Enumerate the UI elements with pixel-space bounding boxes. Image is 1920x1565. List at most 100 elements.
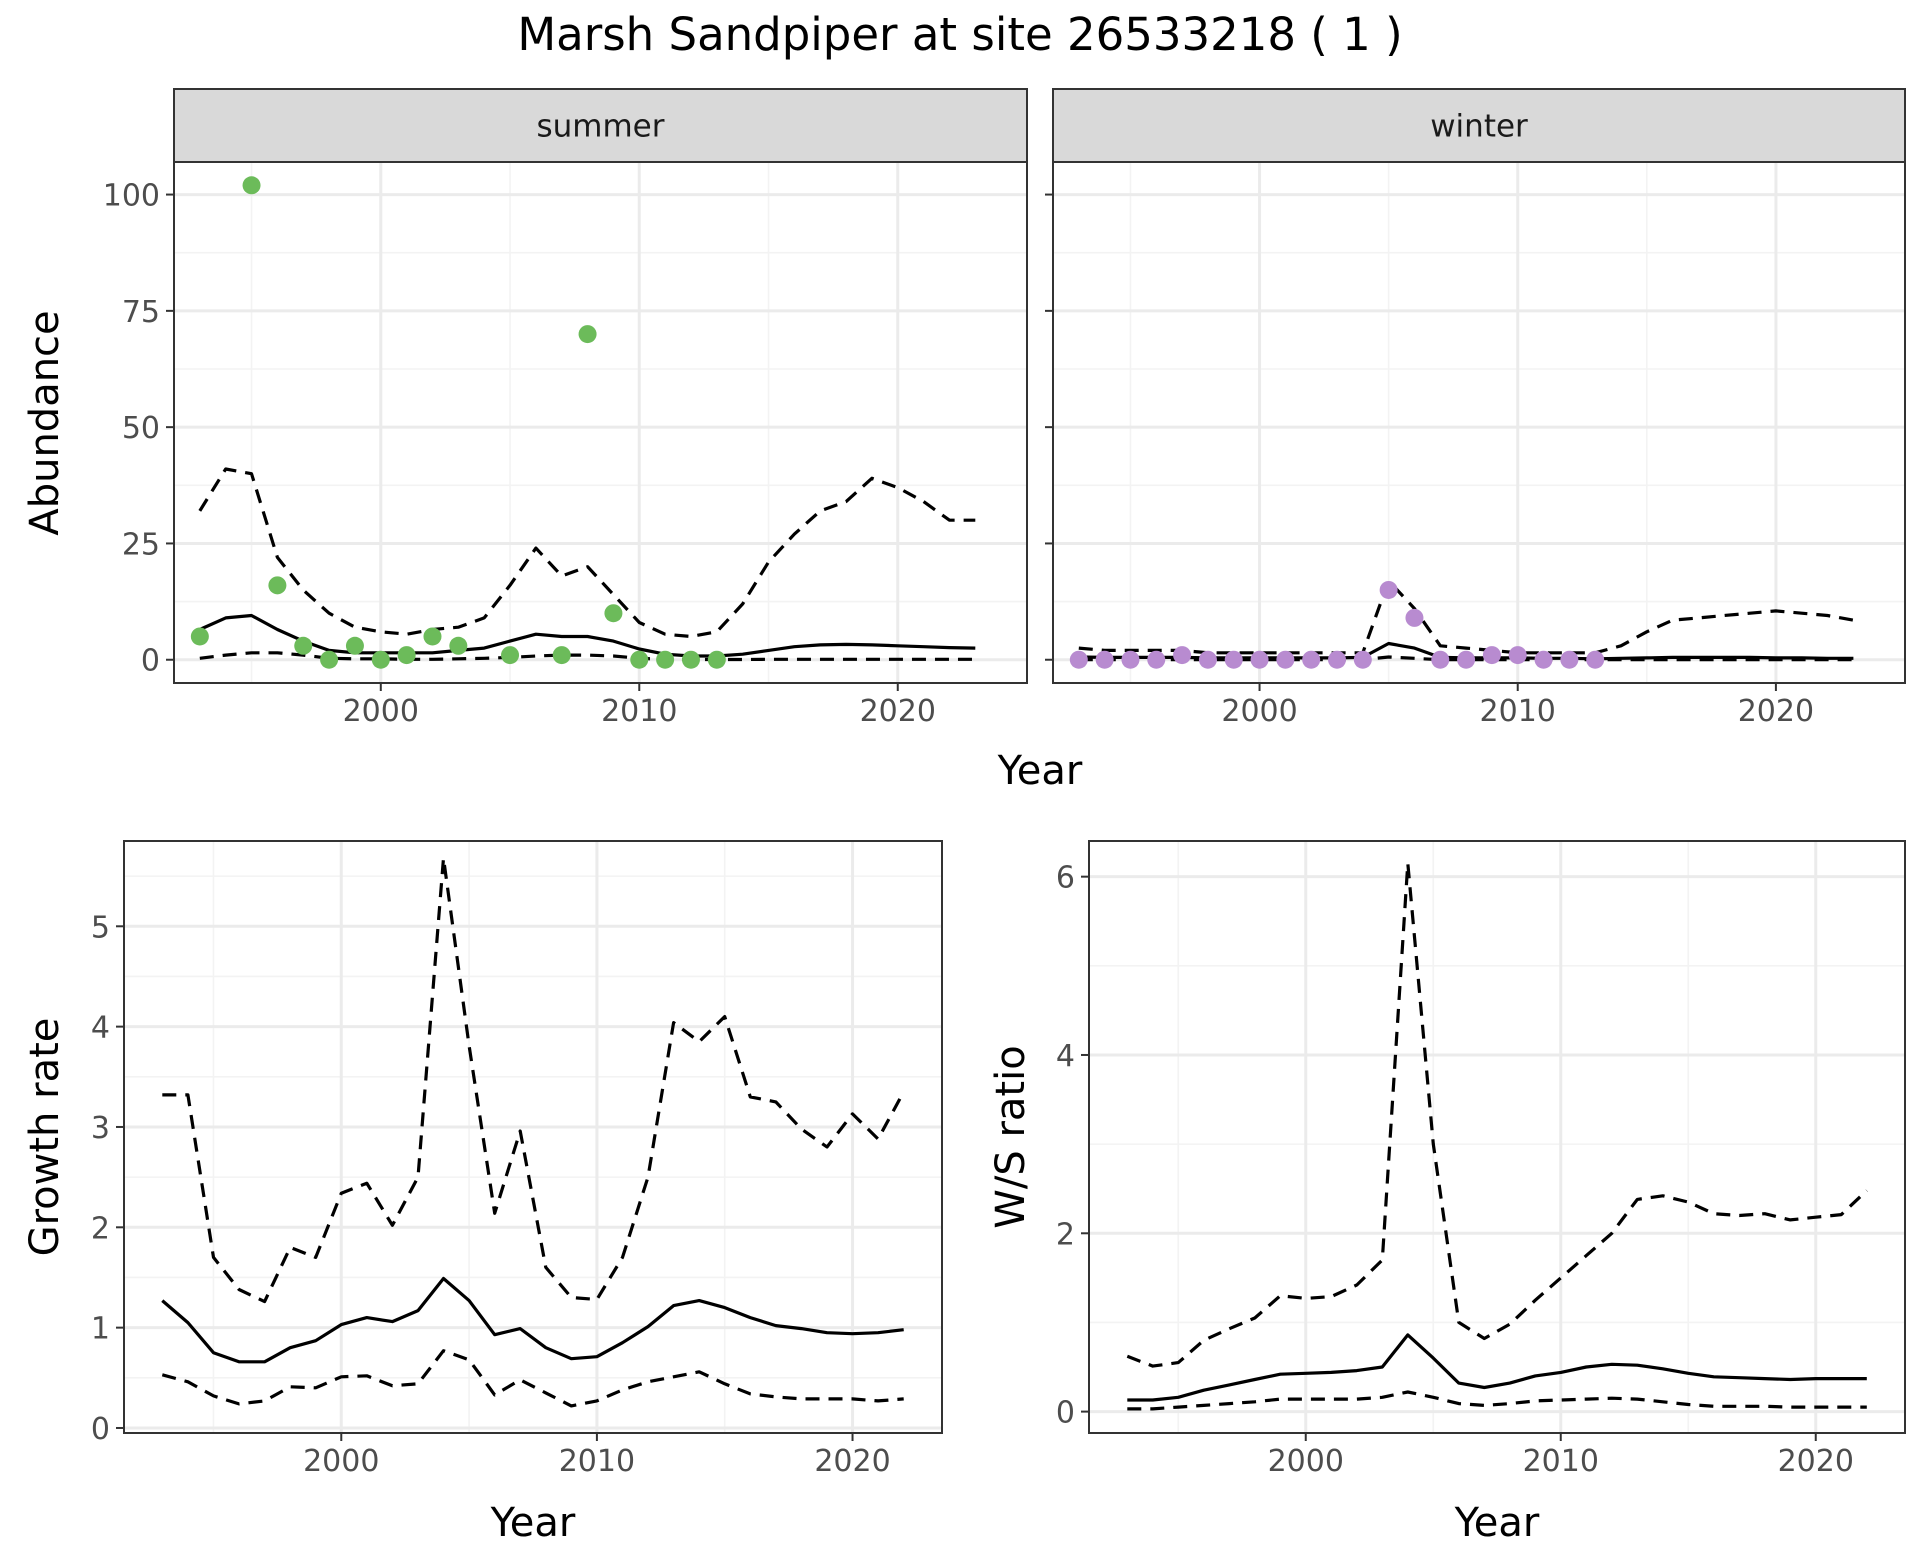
summer-strip: [173, 88, 1028, 163]
summer-y-tick-label: 50: [122, 411, 160, 446]
growth-x-tick-label: 2020: [814, 1444, 890, 1479]
winter-observed-point: [1276, 650, 1295, 669]
growth-plot-background: [124, 841, 942, 1433]
summer-upper-bound-line: [198, 467, 976, 639]
ratio-x-axis-title: Year: [1454, 1500, 1540, 1546]
winter-upper-bound-line: [1078, 579, 1854, 655]
summer-plot-background: [174, 162, 1027, 683]
growth-upper-bound-line: [162, 856, 906, 1304]
winter-observed-point: [1302, 650, 1321, 669]
ratio-y-tick-label: 2: [1056, 1217, 1075, 1252]
figure-title: Marsh Sandpiper at site 26533218 ( 1 ): [517, 8, 1402, 61]
ratio-plot-background: [1089, 841, 1905, 1433]
ratio-x-tick-label: 2020: [1778, 1444, 1854, 1479]
growth-x-tick-label: 2010: [559, 1444, 635, 1479]
ratio-panel: 2000 2010 2020 0 2 4 6 W/S ratio Year: [988, 840, 1906, 1546]
growth-y-tick-label: 0: [91, 1412, 110, 1447]
ratio-y-tick-label: 6: [1056, 861, 1075, 896]
summer-strip-label: summer: [536, 109, 664, 145]
winter-observed-point: [1328, 650, 1346, 669]
growth-y-tick-label: 4: [91, 1011, 110, 1046]
summer-y-tick-label: 75: [122, 295, 160, 330]
growth-x-axis-title: Year: [490, 1500, 576, 1546]
growth-panel: 2000 2010 2020 0 1 2 3 4 5 Growth rate Year: [22, 840, 943, 1546]
winter-observed-point: [1508, 646, 1527, 665]
winter-observed-point: [1224, 650, 1243, 669]
winter-observed-point: [1379, 580, 1398, 599]
winter-observed-point: [1560, 650, 1579, 669]
summer-observed-point: [371, 650, 390, 669]
summer-x-tick-label: 2010: [601, 694, 677, 729]
ratio-y-axis-title: W/S ratio: [988, 1045, 1034, 1228]
summer-mean-line: [199, 613, 976, 658]
summer-y-tick-label: 0: [141, 644, 160, 679]
growth-y-tick-label: 2: [91, 1211, 110, 1246]
ratio-y-tick-label: 0: [1056, 1396, 1075, 1431]
winter-panel: winter 2000 2010 2020: [1045, 88, 1906, 729]
winter-observed-point: [1173, 646, 1192, 665]
growth-y-axis-title: Growth rate: [22, 1018, 68, 1257]
summer-observed-point: [707, 650, 726, 669]
summer-y-axis-title: Abundance: [22, 310, 68, 535]
winter-observed-point: [1095, 650, 1114, 669]
winter-strip-label: winter: [1430, 109, 1528, 145]
winter-observed-point: [1147, 650, 1166, 669]
growth-mean-line: [161, 1276, 904, 1364]
summer-x-tick-label: 2000: [343, 694, 419, 729]
winter-observed-point: [1482, 646, 1501, 665]
growth-y-tick-label: 3: [91, 1111, 110, 1146]
winter-lower-bound-line: [1078, 655, 1854, 662]
ratio-x-tick-label: 2010: [1523, 1444, 1599, 1479]
summer-observed-point: [320, 650, 339, 669]
growth-y-tick-label: 5: [91, 910, 110, 945]
summer-observed-point: [681, 650, 700, 669]
summer-observed-point: [578, 325, 597, 344]
top-x-axis-title: Year: [997, 748, 1083, 794]
growth-panel-border: [123, 840, 943, 1434]
summer-observed-point: [423, 627, 442, 646]
summer-y-tick-label: 25: [122, 527, 160, 562]
summer-observed-point: [604, 604, 623, 623]
winter-observed-point: [1457, 650, 1476, 669]
winter-plot-background: [1053, 162, 1905, 683]
ratio-upper-bound-line: [1126, 861, 1868, 1368]
summer-observed-point: [656, 650, 675, 669]
winter-x-tick-label: 2010: [1480, 694, 1556, 729]
ratio-lower-bound-line: [1127, 1390, 1867, 1411]
summer-observed-point: [501, 646, 520, 665]
summer-lower-bound-line: [199, 651, 976, 662]
winter-observed-point: [1121, 650, 1140, 669]
summer-x-tick-label: 2020: [860, 694, 936, 729]
summer-observed-point: [552, 646, 571, 665]
ratio-x-tick-label: 2000: [1268, 1444, 1344, 1479]
winter-observed-point: [1586, 650, 1605, 669]
winter-x-tick-label: 2000: [1221, 694, 1297, 729]
summer-observed-point: [242, 176, 261, 195]
winter-observed-point: [1353, 650, 1372, 669]
ratio-y-tick-label: 4: [1056, 1039, 1075, 1074]
winter-observed-point: [1069, 650, 1088, 669]
summer-panel: summer 2000 2010 2020 0 25 50 75 100 Abundance: [22, 88, 1028, 729]
winter-strip: [1052, 88, 1906, 163]
summer-observed-point: [449, 636, 468, 655]
summer-y-tick-label: 100: [103, 179, 160, 214]
winter-observed-point: [1431, 650, 1450, 669]
growth-x-tick-label: 2000: [303, 1444, 379, 1479]
summer-observed-point: [294, 636, 313, 655]
summer-observed-point: [630, 650, 649, 669]
summer-observed-point: [345, 636, 364, 655]
summer-observed-point: [397, 646, 416, 665]
growth-y-tick-label: 1: [91, 1312, 110, 1347]
growth-lower-bound-line: [161, 1349, 904, 1408]
winter-x-tick-label: 2020: [1738, 694, 1814, 729]
winter-observed-point: [1534, 650, 1553, 669]
ratio-panel-border: [1088, 840, 1906, 1434]
winter-observed-point: [1405, 608, 1424, 627]
summer-observed-point: [268, 576, 287, 595]
summer-observed-point: [190, 627, 209, 646]
winter-observed-point: [1198, 650, 1217, 669]
ratio-mean-line: [1127, 1333, 1867, 1402]
